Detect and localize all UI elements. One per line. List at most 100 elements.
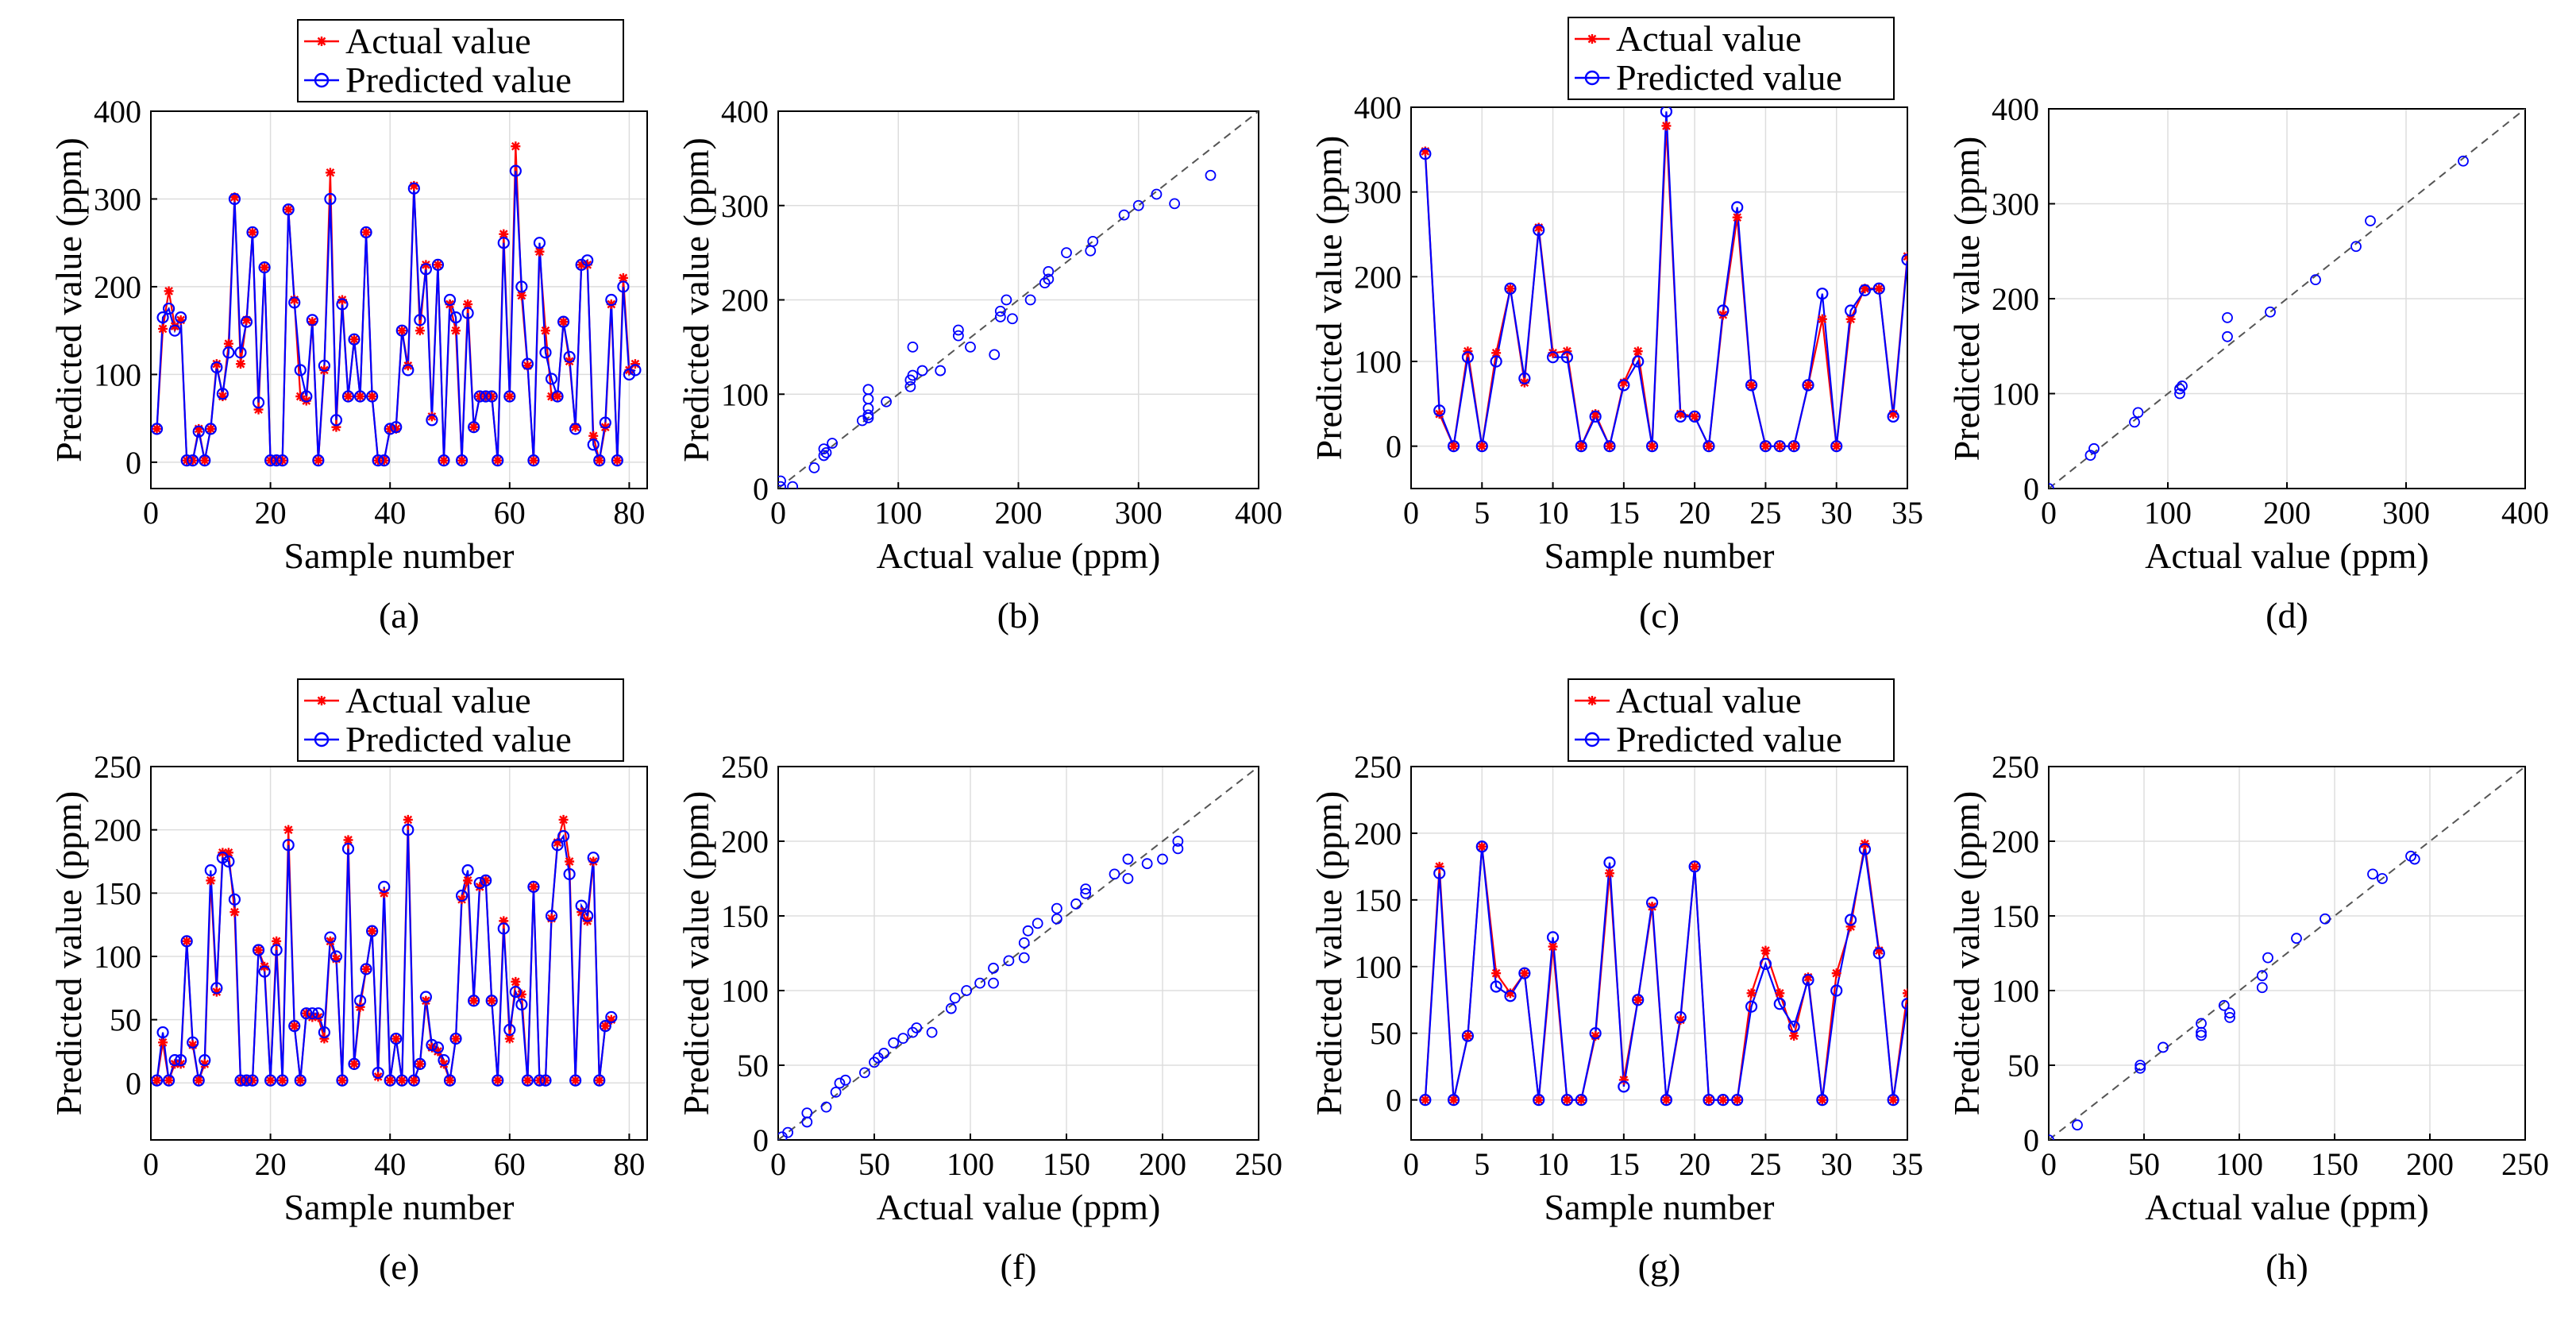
scatter-point <box>801 1116 813 1128</box>
data-point-predicted <box>258 965 271 978</box>
data-point-actual <box>1803 380 1813 390</box>
plot-frame <box>2048 766 2526 1141</box>
data-point-predicted <box>353 390 367 403</box>
data-point-predicted <box>551 390 564 403</box>
scatter-point <box>801 1107 813 1119</box>
data-point-predicted <box>443 293 457 307</box>
y-tick-label: 0 <box>125 1065 141 1101</box>
data-point-predicted <box>246 1074 259 1087</box>
scatter-point <box>1085 245 1097 257</box>
series-line-predicted <box>1424 111 1907 450</box>
legend-label-actual: Actual value <box>345 680 531 720</box>
data-point-predicted <box>1433 404 1446 417</box>
data-point-actual <box>331 422 341 432</box>
scatter-point <box>2134 1060 2146 1071</box>
data-point-actual <box>1605 441 1614 451</box>
data-point-actual <box>1618 377 1629 388</box>
data-point-predicted <box>1731 201 1744 214</box>
data-point-predicted <box>468 421 480 434</box>
data-point-actual <box>594 455 604 465</box>
data-point-predicted <box>312 454 325 467</box>
x-tick-label: 60 <box>494 1146 526 1182</box>
data-point-predicted <box>1660 107 1673 118</box>
data-point-predicted <box>1575 440 1587 453</box>
data-point-actual <box>588 431 599 441</box>
data-point-predicted <box>1461 1029 1475 1042</box>
plot-frame <box>150 110 648 489</box>
scatter-point <box>2458 155 2469 167</box>
data-point-predicted <box>306 314 318 326</box>
x-tick-label: 30 <box>1821 1146 1853 1182</box>
panel-f: 0 50 100 150 200 250 0 50 100 150 200 250 Actual val… <box>676 749 1282 1287</box>
data-point-actual <box>1633 346 1643 357</box>
y-tick-label: 400 <box>1992 91 2039 127</box>
data-point-predicted <box>187 1036 199 1049</box>
scatter-point <box>907 341 919 353</box>
data-point-actual <box>553 392 563 402</box>
scatter-point <box>2291 933 2302 944</box>
data-point-predicted <box>1703 440 1715 453</box>
data-point-actual <box>331 954 341 964</box>
legend-marker-predicted <box>1584 70 1600 86</box>
scatter-point <box>2084 450 2096 462</box>
data-point-predicted <box>1560 351 1574 364</box>
data-point-actual <box>1519 377 1529 388</box>
scatter-point <box>2265 306 2276 318</box>
scatter-point <box>2222 330 2233 342</box>
data-point-predicted <box>515 998 528 1011</box>
scatter-point <box>1007 313 1018 325</box>
data-point-predicted <box>366 390 379 403</box>
data-point-predicted <box>156 311 169 324</box>
scatter-point <box>878 1048 889 1059</box>
y-tick-label: 400 <box>721 94 769 129</box>
y-tick-label: 100 <box>721 973 769 1009</box>
data-point-actual <box>540 326 550 336</box>
scatter-point <box>1172 836 1184 847</box>
data-point-predicted <box>509 164 522 177</box>
scatter-point <box>994 305 1006 317</box>
scatter-point <box>907 369 919 381</box>
data-point-actual <box>1576 441 1587 451</box>
data-point-predicted <box>521 1074 534 1087</box>
y-tick-label: 150 <box>721 898 769 934</box>
data-point-actual <box>409 180 419 191</box>
reference-line <box>2049 109 2525 489</box>
y-tick-label: 150 <box>94 875 141 911</box>
data-point-actual <box>1548 941 1558 952</box>
data-point-predicted <box>228 192 241 206</box>
data-point-actual <box>457 455 467 465</box>
data-point-predicted <box>605 1010 618 1024</box>
data-point-actual <box>313 455 323 465</box>
x-tick-label: 40 <box>374 1146 406 1182</box>
data-point-predicted <box>545 373 558 385</box>
data-point-predicted <box>1858 843 1872 856</box>
data-point-actual <box>343 392 353 402</box>
data-point-actual <box>1533 1095 1544 1105</box>
data-point-predicted <box>1560 1094 1574 1107</box>
data-point-actual <box>475 882 485 892</box>
data-point-actual <box>426 411 437 422</box>
scatter-point <box>859 1067 870 1079</box>
data-point-predicted <box>372 454 384 467</box>
data-point-predicted <box>1461 351 1475 364</box>
y-tick-label: 200 <box>721 824 769 860</box>
data-point-actual <box>1477 441 1487 451</box>
x-tick-label: 10 <box>1537 1146 1569 1182</box>
data-point-predicted <box>480 874 492 887</box>
y-axis-label: Predicted value (ppm) <box>1309 136 1349 461</box>
panel-g: 0 5 10 15 20 25 30 35 0 50 100 150 200 250 Sample numb… <box>1309 678 1923 1287</box>
data-point-actual <box>523 361 533 371</box>
data-point-actual <box>1817 1095 1827 1105</box>
data-point-actual <box>1434 861 1444 871</box>
data-point-predicted <box>1787 440 1800 453</box>
data-point-actual <box>199 455 210 465</box>
data-point-actual <box>199 1059 210 1069</box>
data-point-predicted <box>539 1074 552 1087</box>
data-point-actual <box>516 989 526 999</box>
x-tick-label: 0 <box>143 1146 159 1182</box>
data-point-actual <box>367 392 377 402</box>
data-point-predicted <box>426 1038 438 1052</box>
data-point-predicted <box>426 414 438 427</box>
scatter-point <box>2177 381 2188 392</box>
data-point-actual <box>403 814 413 825</box>
